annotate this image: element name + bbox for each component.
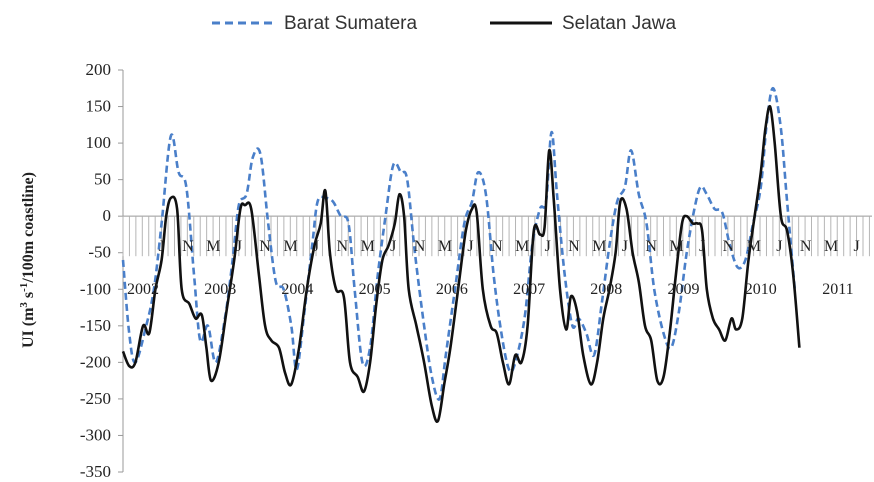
- series-line-selatan-jawa: [121, 105, 801, 423]
- y-tick-label: -150: [80, 316, 111, 335]
- y-axis-title: UI (m3 s-1/100m coastline): [18, 172, 37, 348]
- y-tick-label: -50: [88, 243, 111, 262]
- y-tick-label: -250: [80, 389, 111, 408]
- x-month-label: M: [283, 238, 297, 255]
- legend: Barat Sumatera Selatan Jawa: [212, 13, 677, 34]
- x-month-label: N: [491, 238, 503, 255]
- x-month-label: N: [259, 238, 271, 255]
- x-month-label: J: [158, 238, 164, 255]
- x-month-label: M: [747, 238, 761, 255]
- x-month-label: M: [438, 238, 452, 255]
- x-year-label: 2006: [436, 281, 468, 298]
- x-month-label: J: [467, 238, 473, 255]
- legend-label-barat-sumatera: Barat Sumatera: [284, 13, 417, 34]
- x-month-label: J: [236, 238, 242, 255]
- x-month-label: M: [361, 238, 375, 255]
- legend-label-selatan-jawa: Selatan Jawa: [562, 13, 677, 34]
- x-month-label: J: [622, 238, 628, 255]
- x-month-label: J: [313, 238, 319, 255]
- x-month-label: J: [390, 238, 396, 255]
- y-tick-label: -350: [80, 462, 111, 481]
- plot-area: [121, 86, 801, 423]
- y-tick-label: 150: [86, 97, 112, 116]
- x-year-label: 2008: [590, 281, 622, 298]
- y-tick-label: -300: [80, 425, 111, 444]
- x-month-label: N: [645, 238, 657, 255]
- x-month-label: J: [853, 238, 859, 255]
- x-year-label: 2007: [513, 281, 545, 298]
- x-month-label: N: [568, 238, 580, 255]
- x-year-label: 2010: [745, 281, 777, 298]
- x-year-label: 2005: [359, 281, 391, 298]
- x-month-label: M: [824, 238, 838, 255]
- x-month-label: N: [414, 238, 426, 255]
- x-month-label: J: [699, 238, 705, 255]
- y-tick-label: -200: [80, 352, 111, 371]
- y-tick-label: 100: [86, 133, 112, 152]
- x-month-label: N: [800, 238, 812, 255]
- y-tick-label: 0: [103, 206, 112, 225]
- x-month-label: N: [337, 238, 349, 255]
- x-month-label: M: [670, 238, 684, 255]
- x-month-label: M: [515, 238, 529, 255]
- x-year-label: 2009: [668, 281, 700, 298]
- x-month-label: J: [776, 238, 782, 255]
- series-line-barat-sumatera: [121, 86, 797, 401]
- x-year-label: 2011: [822, 281, 853, 298]
- x-year-label: 2003: [204, 281, 236, 298]
- x-month-label: N: [723, 238, 735, 255]
- y-tick-label: -100: [80, 279, 111, 298]
- x-axis-labels: 200 150 100 50 0 -50 -100 -150 -200 -250 -300 -350 J…: [80, 60, 860, 481]
- y-tick-label: 200: [86, 60, 112, 79]
- x-month-label: J: [545, 238, 551, 255]
- x-year-label: 2002: [127, 281, 159, 298]
- x-month-label: M: [206, 238, 220, 255]
- x-month-label: N: [182, 238, 194, 255]
- y-tick-label: 50: [94, 170, 111, 189]
- x-year-label: 2004: [281, 281, 313, 298]
- x-month-label: M: [592, 238, 606, 255]
